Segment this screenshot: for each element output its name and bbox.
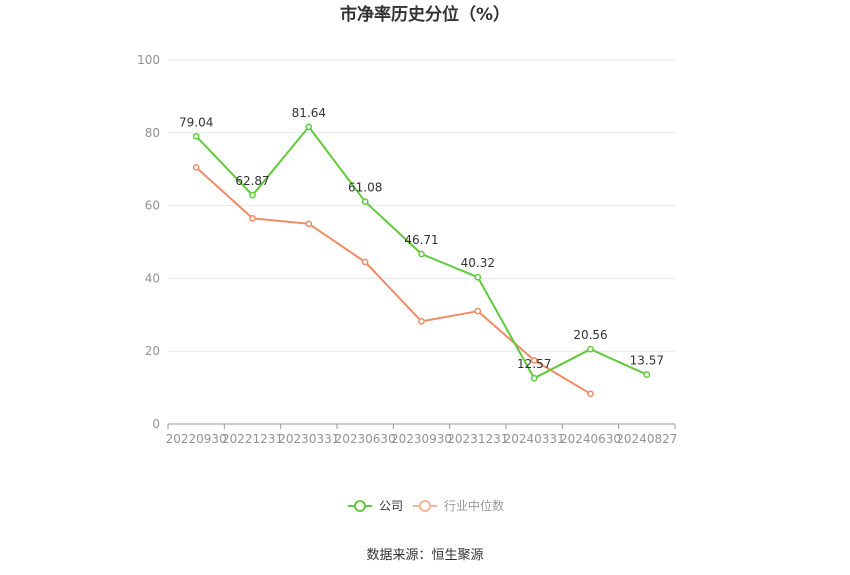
data-point-company — [418, 250, 425, 258]
data-point-company — [530, 374, 538, 382]
legend-marker-company — [354, 500, 366, 512]
data-label-company: 13.57 — [630, 354, 664, 368]
data-point-industry — [474, 307, 482, 315]
data-labels: 79.04 62.87 81.64 61.08 46.71 40.32 12.57 20.56… — [179, 106, 664, 371]
data-point-company — [587, 345, 594, 353]
data-point-industry — [192, 164, 200, 171]
data-point-industry — [361, 258, 369, 266]
x-axis-ticks: 2022093020221231202303312023063020230930… — [166, 432, 678, 446]
data-label-company: 20.56 — [573, 328, 607, 342]
legend-label-industry: 行业中位数 — [444, 498, 504, 513]
x-tick-label: 20230930 — [391, 432, 452, 446]
y-tick-label: 20 — [145, 344, 160, 358]
legend-label-company: 公司 — [379, 499, 403, 513]
data-point-industry — [530, 356, 538, 364]
data-label-company: 79.04 — [179, 115, 213, 129]
y-tick-label: 60 — [145, 199, 160, 213]
x-tick-label: 20231231 — [447, 432, 508, 446]
data-label-company: 62.87 — [235, 174, 269, 188]
x-tick-label: 20220930 — [166, 432, 227, 446]
data-point-industry — [305, 220, 313, 228]
x-tick-label: 20221231 — [222, 432, 283, 446]
data-point-company — [305, 123, 313, 131]
y-tick-label: 0 — [152, 417, 160, 431]
data-label-company: 81.64 — [292, 106, 326, 120]
data-point-industry — [587, 390, 594, 398]
y-tick-label: 40 — [145, 271, 160, 285]
data-point-company — [192, 132, 200, 140]
legend: 公司 行业中位数 — [348, 498, 504, 513]
y-axis-ticks: 0 20 40 60 80 100 — [137, 53, 160, 431]
x-tick-label: 20240630 — [560, 432, 621, 446]
grid-lines — [168, 59, 675, 352]
series-layer — [192, 123, 651, 398]
x-axis — [167, 423, 676, 429]
data-label-company: 61.08 — [348, 181, 382, 195]
x-tick-label: 20230630 — [335, 432, 396, 446]
x-tick-label: 20230331 — [278, 432, 339, 446]
x-tick-label: 20240331 — [504, 432, 565, 446]
x-tick-label: 20240827 — [616, 432, 677, 446]
legend-item-industry[interactable]: 行业中位数 — [413, 498, 504, 513]
series-line-industry — [195, 166, 592, 395]
legend-item-company[interactable]: 公司 — [348, 499, 403, 513]
data-point-company — [643, 371, 651, 378]
data-point-industry — [249, 214, 256, 222]
data-label-company: 46.71 — [404, 233, 438, 247]
data-point-company — [249, 191, 256, 199]
chart-title: 市净率历史分位（%） — [340, 4, 510, 25]
data-source-text: 数据来源：恒生聚源 — [366, 548, 483, 563]
legend-marker-industry — [419, 500, 431, 512]
data-point-company — [361, 198, 369, 206]
data-point-company — [474, 273, 482, 281]
y-tick-label: 100 — [137, 53, 160, 67]
data-point-industry — [418, 318, 425, 325]
y-tick-label: 80 — [145, 126, 160, 140]
data-label-company: 12.57 — [517, 357, 551, 371]
data-label-company: 40.32 — [461, 256, 495, 270]
